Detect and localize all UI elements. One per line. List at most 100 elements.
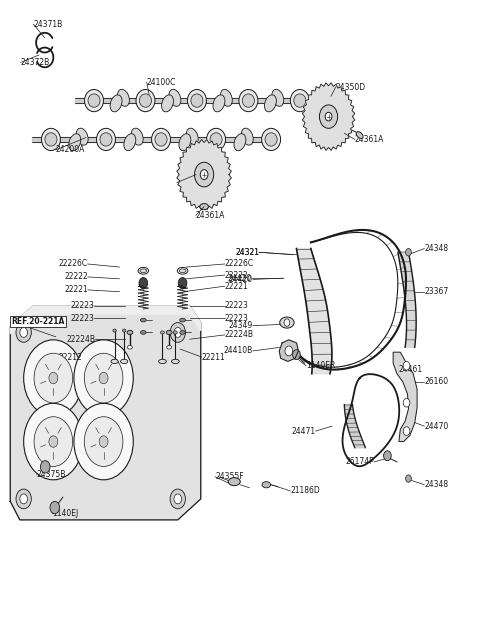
Polygon shape: [393, 352, 417, 442]
Ellipse shape: [100, 133, 112, 146]
Ellipse shape: [264, 95, 276, 112]
Circle shape: [325, 112, 332, 121]
Circle shape: [34, 417, 72, 467]
Text: 24348: 24348: [424, 480, 448, 489]
Ellipse shape: [122, 329, 126, 332]
Circle shape: [34, 353, 72, 403]
Ellipse shape: [265, 133, 277, 146]
Circle shape: [16, 323, 31, 342]
Ellipse shape: [180, 318, 185, 322]
Circle shape: [74, 340, 133, 417]
Ellipse shape: [152, 129, 170, 151]
Circle shape: [170, 489, 185, 509]
Circle shape: [40, 460, 50, 473]
Ellipse shape: [41, 129, 60, 151]
Text: 1140EJ: 1140EJ: [52, 509, 79, 519]
Polygon shape: [279, 340, 299, 362]
Ellipse shape: [118, 89, 130, 106]
Circle shape: [284, 319, 290, 326]
Text: 24461: 24461: [399, 365, 423, 374]
Text: 26174P: 26174P: [345, 457, 374, 467]
Text: 24410B: 24410B: [224, 347, 253, 355]
Ellipse shape: [140, 269, 147, 273]
Ellipse shape: [128, 345, 132, 349]
Circle shape: [178, 277, 187, 289]
Ellipse shape: [138, 268, 149, 274]
Circle shape: [293, 350, 300, 360]
Ellipse shape: [290, 90, 309, 112]
Ellipse shape: [140, 94, 152, 108]
Text: 22224B: 22224B: [66, 335, 96, 344]
Text: REF.20-221A: REF.20-221A: [11, 317, 65, 326]
Circle shape: [74, 404, 133, 480]
Text: 22221: 22221: [225, 282, 249, 290]
Ellipse shape: [167, 345, 171, 349]
Text: 22221: 22221: [64, 286, 88, 294]
Ellipse shape: [111, 359, 118, 363]
Text: 22222: 22222: [64, 273, 88, 281]
Ellipse shape: [220, 89, 232, 106]
Text: 26160: 26160: [424, 377, 448, 386]
Polygon shape: [10, 306, 201, 520]
Polygon shape: [398, 252, 416, 347]
Ellipse shape: [262, 129, 281, 151]
Ellipse shape: [160, 331, 164, 334]
Ellipse shape: [280, 317, 294, 328]
Circle shape: [84, 353, 123, 403]
Polygon shape: [177, 140, 231, 210]
Circle shape: [49, 372, 58, 384]
Text: 23367: 23367: [424, 287, 448, 296]
Ellipse shape: [141, 331, 146, 334]
Ellipse shape: [179, 269, 186, 273]
Ellipse shape: [141, 318, 146, 322]
Text: 22222: 22222: [225, 271, 249, 279]
Polygon shape: [302, 83, 355, 150]
Text: 24420: 24420: [229, 275, 253, 284]
Circle shape: [24, 404, 83, 480]
Circle shape: [403, 399, 410, 407]
Circle shape: [139, 277, 148, 289]
Ellipse shape: [110, 95, 122, 112]
Circle shape: [406, 248, 411, 256]
Ellipse shape: [84, 90, 104, 112]
Ellipse shape: [69, 133, 81, 151]
Text: 22211: 22211: [202, 353, 226, 362]
Text: 24471: 24471: [291, 426, 316, 436]
Ellipse shape: [356, 132, 363, 138]
Text: 24100C: 24100C: [147, 78, 176, 87]
Text: 24200A: 24200A: [56, 145, 85, 154]
Circle shape: [16, 489, 31, 509]
Ellipse shape: [210, 133, 222, 146]
Ellipse shape: [171, 359, 179, 363]
Text: 24470: 24470: [424, 421, 448, 431]
Ellipse shape: [242, 94, 254, 108]
Polygon shape: [10, 306, 201, 334]
Ellipse shape: [200, 203, 208, 210]
Circle shape: [285, 346, 293, 356]
Text: 24321: 24321: [235, 248, 259, 256]
Ellipse shape: [241, 128, 253, 145]
Ellipse shape: [234, 133, 246, 151]
Ellipse shape: [272, 89, 284, 106]
Text: 24350D: 24350D: [336, 83, 366, 91]
Ellipse shape: [76, 128, 88, 145]
Circle shape: [403, 362, 410, 370]
Ellipse shape: [177, 268, 188, 274]
Ellipse shape: [206, 129, 226, 151]
Circle shape: [49, 436, 58, 447]
Circle shape: [50, 501, 60, 514]
Text: 22223: 22223: [225, 314, 249, 323]
Text: 24355F: 24355F: [215, 472, 244, 481]
Ellipse shape: [188, 90, 206, 112]
Polygon shape: [297, 248, 332, 374]
Circle shape: [406, 475, 411, 482]
Circle shape: [194, 163, 214, 187]
Circle shape: [170, 323, 185, 342]
Text: 22224B: 22224B: [225, 331, 254, 339]
Text: 24371B: 24371B: [33, 20, 62, 28]
Ellipse shape: [113, 329, 116, 332]
Ellipse shape: [45, 133, 57, 146]
Text: 24375B: 24375B: [36, 470, 66, 479]
Circle shape: [20, 328, 27, 337]
Ellipse shape: [127, 330, 133, 334]
